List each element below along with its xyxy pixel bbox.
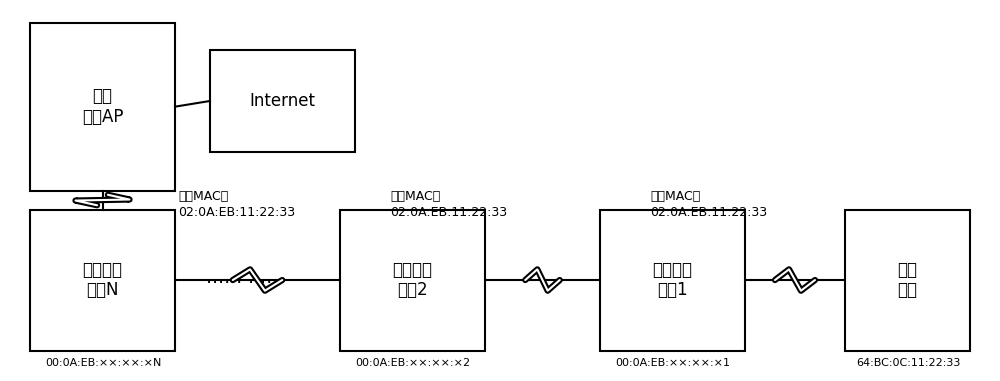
Bar: [340, 210, 485, 351]
Text: 前端
无线AP: 前端 无线AP: [82, 87, 123, 126]
Bar: [30, 210, 175, 351]
Text: 无线中继
设备N: 无线中继 设备N: [82, 261, 122, 299]
Bar: [600, 210, 745, 351]
Text: 无线中继
设备2: 无线中继 设备2: [393, 261, 433, 299]
Text: 无线中继
设备1: 无线中继 设备1: [652, 261, 692, 299]
Text: 虚拟MAC：
02:0A:EB:11:22:33: 虚拟MAC： 02:0A:EB:11:22:33: [650, 190, 767, 218]
Text: Internet: Internet: [250, 92, 316, 110]
Text: 00:0A:EB:××:××:×2: 00:0A:EB:××:××:×2: [355, 358, 471, 368]
Text: 00:0A:EB:××:××:×N: 00:0A:EB:××:××:×N: [45, 358, 161, 368]
Text: 64:BC:0C:11:22:33: 64:BC:0C:11:22:33: [856, 358, 960, 368]
Text: 虚拟MAC：
02:0A:EB:11:22:33: 虚拟MAC： 02:0A:EB:11:22:33: [390, 190, 507, 218]
Text: 虚拟MAC：
02:0A:EB:11:22:33: 虚拟MAC： 02:0A:EB:11:22:33: [178, 190, 295, 218]
Bar: [210, 50, 355, 152]
Text: 00:0A:EB:××:××:×1: 00:0A:EB:××:××:×1: [616, 358, 730, 368]
Bar: [845, 210, 970, 351]
Bar: [30, 23, 175, 190]
Text: …… ……: …… ……: [206, 269, 284, 287]
Text: 后端
设备: 后端 设备: [898, 261, 918, 299]
